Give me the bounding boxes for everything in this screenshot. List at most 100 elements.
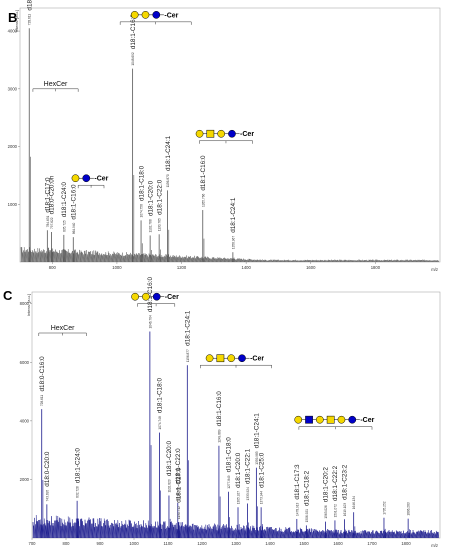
- peak-composition-label: d18:1-C18:0: [157, 378, 164, 414]
- peak-mz-label: 1619.103: [343, 503, 347, 517]
- panel-letter: C: [3, 288, 13, 303]
- x-tick-label: 1300: [231, 541, 241, 546]
- x-tick-label: 700: [29, 541, 37, 546]
- x-tick-label: 800: [63, 541, 71, 546]
- peak-mz-label: 1074.758: [140, 204, 144, 218]
- peak-composition-label: d18:1-C24:0: [74, 448, 81, 484]
- group-bracket: [298, 426, 373, 430]
- peak-composition-label: d18:1-C22:0: [156, 179, 163, 215]
- glc-icon: [228, 129, 236, 138]
- x-tick-label: 1700: [367, 541, 377, 546]
- peak-mz-label: 1046.704: [148, 315, 152, 329]
- peak-mz-label: 1156.877: [186, 349, 190, 362]
- group-bracket: [137, 303, 176, 307]
- x-tick-label: 1600: [306, 265, 316, 270]
- peak-mz-label: 1102.788: [149, 219, 153, 232]
- gal-icon: [294, 415, 303, 424]
- peak-composition-label: d18:1-C24:1: [165, 135, 172, 171]
- peak-mz-label: 728.611: [28, 14, 32, 26]
- peak-mz-label: 1591.072: [333, 504, 337, 518]
- peak-mz-label: 1373.944: [260, 491, 264, 505]
- y-axis-label: Intens. [a.u.]: [14, 10, 19, 32]
- x-tick-label: 1200: [177, 265, 187, 270]
- peak-mz-label: 728.611: [40, 395, 44, 407]
- peak-composition-label: d18:1-C24:1: [254, 413, 261, 449]
- peak-mz-label: 1265.766: [201, 194, 205, 208]
- peak-mz-label: 1102.823: [167, 479, 171, 492]
- peak-composition-label: d18:0-C16:0: [39, 356, 46, 392]
- peak-composition-label: d18:1-C17:0: [45, 177, 52, 213]
- peak-composition-label: d18:1-C24:1: [230, 197, 237, 233]
- gal-icon: [141, 11, 150, 19]
- peak-mz-label: 864.940: [72, 222, 76, 234]
- ceramide-label: -Cer: [165, 294, 179, 301]
- x-tick-label: 1400: [265, 541, 275, 546]
- x-tick-label: 1200: [197, 541, 207, 546]
- peak-composition-label: d18:1-C24:0: [61, 182, 68, 218]
- glc-icon: [238, 354, 246, 363]
- group-label-hexcer: HexCer: [44, 81, 68, 88]
- peak-mz-label: 1806.283: [407, 502, 411, 516]
- peak-composition-label: d18:1-C22:0: [175, 448, 182, 484]
- peak-mz-label: 835.725: [62, 220, 66, 232]
- peak-mz-label: 1048.692: [131, 52, 135, 66]
- peak-composition-label: d18:1-C16:0: [70, 184, 77, 220]
- ceramide-label: -Cer: [94, 176, 108, 183]
- peak-mz-label: 1359.983: [255, 451, 259, 465]
- panel-letter: B: [8, 10, 17, 25]
- x-tick-label: 1800: [401, 541, 411, 546]
- peak-composition-label: d18:1-C17:3: [294, 464, 301, 500]
- peak-mz-label: 784.631: [46, 216, 50, 228]
- peak-mz-label: 797.622: [50, 217, 54, 229]
- peak-mz-label: 1156.870: [166, 174, 170, 187]
- peak-composition-label: d18:1-C22:2: [332, 465, 339, 501]
- y-tick-label: 4000: [20, 418, 30, 423]
- ceramide-label: -Cer: [360, 417, 374, 424]
- galnac-icon: [216, 354, 225, 363]
- peak-composition-label: d18:1-C18:0: [226, 437, 233, 473]
- x-tick-label: 1800: [371, 265, 381, 270]
- group-label-hexcer: HexCer: [51, 325, 75, 332]
- y-tick-label: 2000: [20, 477, 30, 482]
- peak-mz-label: 1130.712: [177, 506, 181, 519]
- x-tick-label: 800: [49, 265, 57, 270]
- peak-mz-label: 1249.889: [217, 429, 221, 443]
- y-tick-label: 2000: [8, 144, 18, 149]
- glc-icon: [152, 11, 161, 19]
- spectrum-baseline: [32, 515, 439, 539]
- peak-mz-label: 1128.865: [176, 487, 180, 500]
- peak-composition-label: d18:1-C18:2: [304, 470, 311, 506]
- peak-mz-label: 1305.927: [237, 491, 241, 505]
- x-axis-label: m/z: [431, 267, 438, 272]
- x-tick-label: 900: [97, 541, 105, 546]
- gal-icon: [130, 11, 139, 19]
- peak-mz-label: 1563.026: [324, 505, 328, 519]
- peak-mz-label: 832.728: [76, 486, 80, 498]
- peak-mz-label: 1358.967: [231, 236, 235, 250]
- peak-composition-label: d18:0-C16:0: [26, 0, 33, 11]
- peak-composition-label: d18:1-C24:1: [185, 310, 192, 346]
- peak-mz-label: 743.695: [45, 490, 49, 502]
- peak-mz-label: 1646.134: [352, 496, 356, 510]
- peak-composition-label: d18:0-C20:0: [44, 451, 51, 487]
- peak-composition-label: d18:1-C16:0: [130, 14, 137, 50]
- y-axis-label: Intens. [a.u.]: [26, 294, 31, 316]
- gal-icon: [227, 354, 236, 363]
- x-tick-label: 1400: [241, 265, 251, 270]
- ceramide-label: -Cer: [164, 12, 178, 19]
- gal-icon: [131, 292, 139, 301]
- peak-mz-label: 1074.748: [158, 416, 162, 430]
- gal-icon: [337, 415, 346, 424]
- peak-composition-label: d18:1-C23:2: [342, 464, 349, 500]
- gal-icon: [142, 292, 150, 301]
- gal-icon: [205, 354, 214, 363]
- ceramide-label: -Cer: [250, 356, 264, 363]
- x-tick-label: 1000: [112, 265, 122, 270]
- x-tick-label: 1600: [333, 541, 343, 546]
- group-bracket: [119, 21, 192, 25]
- y-tick-label: 8000: [20, 301, 30, 306]
- peak-composition-label: d18:1-C22:1: [245, 448, 252, 484]
- peak-composition-label: d18:1-C20:0: [166, 441, 173, 477]
- ceramide-label: -Cer: [240, 131, 254, 138]
- panel-c-spectrum: C Intens. [a.u.] m/z 700 800 900 1000 1100 1200 1…: [3, 277, 441, 548]
